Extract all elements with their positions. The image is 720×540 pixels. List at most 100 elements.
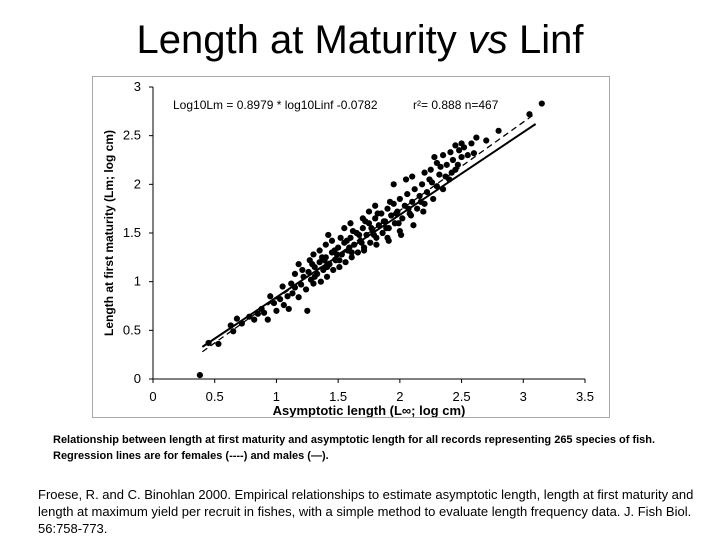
x-tick-label: 2.5 — [453, 389, 471, 404]
data-point — [343, 237, 350, 244]
data-point — [428, 179, 436, 186]
data-point — [402, 176, 410, 183]
data-point — [442, 173, 449, 180]
data-point — [291, 270, 299, 277]
data-point — [363, 231, 370, 239]
data-point — [431, 153, 438, 161]
data-point — [336, 257, 343, 264]
data-point — [338, 251, 345, 258]
citation: Froese, R. and C. Binohlan 2000. Empiric… — [38, 487, 694, 537]
data-point — [386, 198, 394, 205]
data-point — [342, 259, 349, 266]
data-point — [410, 222, 417, 229]
data-point — [396, 195, 403, 203]
data-point — [405, 205, 412, 212]
data-point — [305, 268, 312, 276]
data-point — [399, 215, 406, 222]
data-point — [348, 254, 355, 261]
data-point — [258, 305, 265, 313]
y-tick-label: 2.5 — [123, 128, 141, 143]
data-point — [411, 186, 418, 193]
data-point — [388, 212, 395, 219]
data-point — [311, 273, 318, 280]
data-point — [526, 111, 533, 118]
data-point — [354, 249, 361, 256]
data-point — [215, 340, 222, 348]
data-point — [295, 261, 302, 268]
data-point — [448, 169, 455, 176]
data-point — [372, 202, 379, 209]
data-point — [325, 231, 332, 239]
scatter-chart: 0 0.5 1 1.5 2 2.5 3 3.5 0 0.5 1 1.5 2 2.5 3 Asymptotic … — [92, 76, 610, 418]
x-tick-label: 1 — [273, 389, 280, 404]
data-point — [333, 251, 341, 258]
data-point — [196, 372, 204, 379]
data-point — [280, 301, 287, 309]
data-point — [384, 205, 391, 212]
data-point — [436, 171, 443, 178]
data-point — [372, 215, 379, 222]
data-point — [316, 247, 323, 254]
data-point — [416, 192, 423, 200]
data-point — [483, 137, 490, 144]
data-point — [458, 153, 465, 161]
data-point — [360, 247, 368, 254]
title-prefix: Length at Maturity — [136, 18, 468, 62]
data-point — [443, 161, 450, 168]
data-point — [473, 134, 480, 141]
title-suffix: Linf — [507, 18, 584, 62]
data-point — [427, 166, 434, 173]
data-point — [356, 231, 363, 239]
data-point — [267, 293, 274, 300]
data-point — [460, 144, 468, 151]
data-point — [395, 220, 402, 227]
data-point — [284, 293, 291, 300]
data-point — [349, 227, 357, 235]
x-tick-label: 3 — [520, 389, 527, 404]
data-point — [300, 273, 307, 280]
x-tick-label: 2 — [396, 389, 403, 404]
data-point — [317, 278, 324, 285]
data-point — [447, 149, 454, 156]
data-point — [321, 257, 328, 264]
data-point — [264, 316, 271, 323]
data-point — [306, 257, 313, 264]
y-tick-label: 0.5 — [123, 322, 141, 337]
data-point — [418, 181, 426, 188]
data-point — [470, 150, 478, 157]
data-point — [233, 315, 241, 322]
data-point — [423, 189, 431, 196]
data-point — [348, 249, 355, 256]
x-tick-label: 0.5 — [206, 389, 224, 404]
data-point — [468, 140, 475, 147]
data-point — [316, 259, 323, 266]
data-point — [270, 299, 278, 307]
data-point — [358, 239, 365, 246]
regression-line-females — [201, 112, 537, 353]
data-point — [295, 294, 302, 301]
data-point — [397, 231, 405, 239]
data-point — [390, 181, 397, 188]
data-point — [385, 237, 392, 244]
data-point — [452, 142, 459, 149]
data-point — [273, 307, 280, 314]
slide-title: Length at Maturity vs Linf — [0, 18, 720, 62]
data-point — [495, 127, 502, 134]
y-tick-label: 2 — [134, 176, 141, 191]
data-point — [230, 328, 237, 335]
regression-equation: Log10Lm = 0.8979 * log10Linf -0.0782 — [173, 98, 378, 112]
data-point — [238, 320, 245, 327]
data-point — [277, 296, 284, 303]
data-point — [414, 205, 421, 212]
data-point — [370, 231, 378, 239]
data-point — [304, 307, 311, 314]
y-tick-label: 3 — [134, 79, 141, 94]
data-point — [310, 280, 317, 287]
y-axis-label: Length at first maturity (Lm; log cm) — [102, 130, 116, 336]
data-point — [374, 210, 381, 217]
data-point — [251, 316, 258, 323]
data-point — [227, 322, 234, 329]
data-point — [379, 229, 386, 237]
data-point — [289, 290, 296, 297]
data-point — [359, 225, 366, 232]
